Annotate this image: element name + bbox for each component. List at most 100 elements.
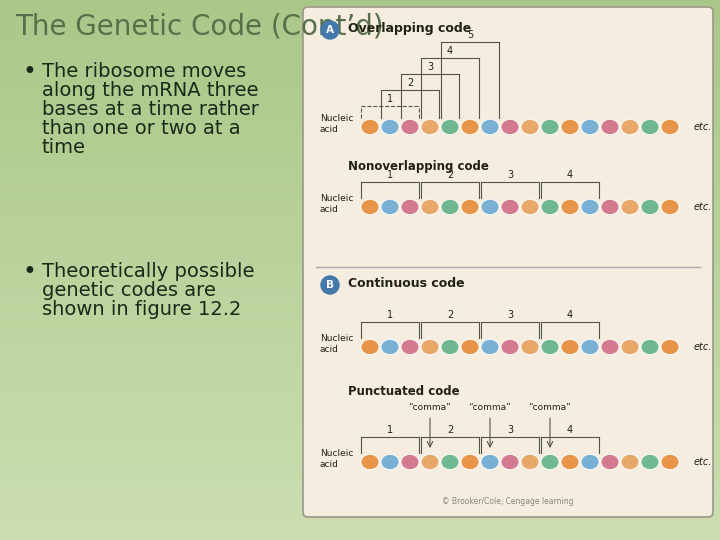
Bar [0,480,720,483]
Bar [0,247,720,251]
Bar [0,412,720,416]
Bar [0,80,720,84]
Bar [0,42,720,46]
Bar [0,423,720,427]
Bar [0,129,720,132]
Text: shown in figure 12.2: shown in figure 12.2 [42,300,241,319]
Bar [0,366,720,370]
Ellipse shape [561,454,579,470]
Bar [0,453,720,456]
Text: 3: 3 [507,310,513,320]
Bar [0,161,720,165]
Bar [0,15,720,19]
Bar [0,390,720,394]
Bar [0,183,720,186]
Bar [0,185,720,189]
Bar [0,266,720,270]
Bar [0,188,720,192]
Text: “comma”: “comma” [409,403,451,413]
Bar [0,282,720,286]
Bar [0,104,720,108]
Bar [0,191,720,194]
Bar [0,21,720,24]
Bar [0,463,720,467]
Text: than one or two at a: than one or two at a [42,119,240,138]
Ellipse shape [441,454,459,470]
Ellipse shape [381,454,399,470]
Bar [0,485,720,489]
Bar [0,326,720,329]
Text: etc.: etc. [694,202,712,212]
Bar [0,102,720,105]
Text: 5: 5 [467,30,473,40]
Bar [0,496,720,500]
Bar [0,239,720,243]
Bar [0,199,720,202]
Ellipse shape [561,199,579,214]
Text: © Brooker/Cole, Cengage learning: © Brooker/Cole, Cengage learning [442,497,574,506]
Bar [0,444,720,448]
Text: 3: 3 [507,426,513,435]
Bar [0,150,720,154]
Ellipse shape [521,199,539,214]
Text: 1: 1 [387,94,393,104]
Text: “comma”: “comma” [528,403,572,413]
Bar [0,210,720,213]
Ellipse shape [641,119,659,134]
Text: 1: 1 [387,310,393,320]
Bar [0,336,720,340]
Ellipse shape [521,339,539,355]
Bar [0,323,720,327]
Bar [0,72,720,76]
Bar [0,536,720,540]
Text: Theoretically possible: Theoretically possible [42,262,254,281]
Bar [0,56,720,59]
Bar [0,420,720,424]
Text: Nucleic
acid: Nucleic acid [320,334,354,354]
Ellipse shape [541,119,559,134]
Bar [0,83,720,86]
Circle shape [321,21,339,39]
Bar [0,274,720,278]
Text: 3: 3 [507,170,513,180]
Bar [0,450,720,454]
Ellipse shape [601,454,619,470]
Bar [0,531,720,535]
Ellipse shape [601,119,619,134]
Bar [0,393,720,397]
Bar [0,345,720,348]
Bar [0,498,720,502]
Ellipse shape [661,454,679,470]
Bar [0,353,720,356]
Ellipse shape [661,119,679,134]
Bar [0,355,720,359]
Bar [0,488,720,491]
Bar [0,39,720,43]
Bar [0,234,720,238]
Bar [0,342,720,346]
Ellipse shape [621,339,639,355]
Ellipse shape [601,199,619,214]
Bar [0,380,720,383]
Text: etc.: etc. [694,342,712,352]
Bar [0,361,720,365]
Ellipse shape [561,339,579,355]
Bar [0,509,720,513]
Bar [0,426,720,429]
Bar [0,10,720,14]
Bar [0,334,720,338]
Bar [0,439,720,443]
Bar [0,237,720,240]
Bar [0,399,720,402]
Bar [0,517,720,521]
Bar [0,385,720,389]
Bar [0,482,720,486]
Bar [0,166,720,170]
Ellipse shape [461,454,479,470]
Bar [0,471,720,475]
Bar [0,490,720,494]
Ellipse shape [361,119,379,134]
Bar [0,218,720,221]
Bar [0,53,720,57]
Text: genetic codes are: genetic codes are [42,281,216,300]
